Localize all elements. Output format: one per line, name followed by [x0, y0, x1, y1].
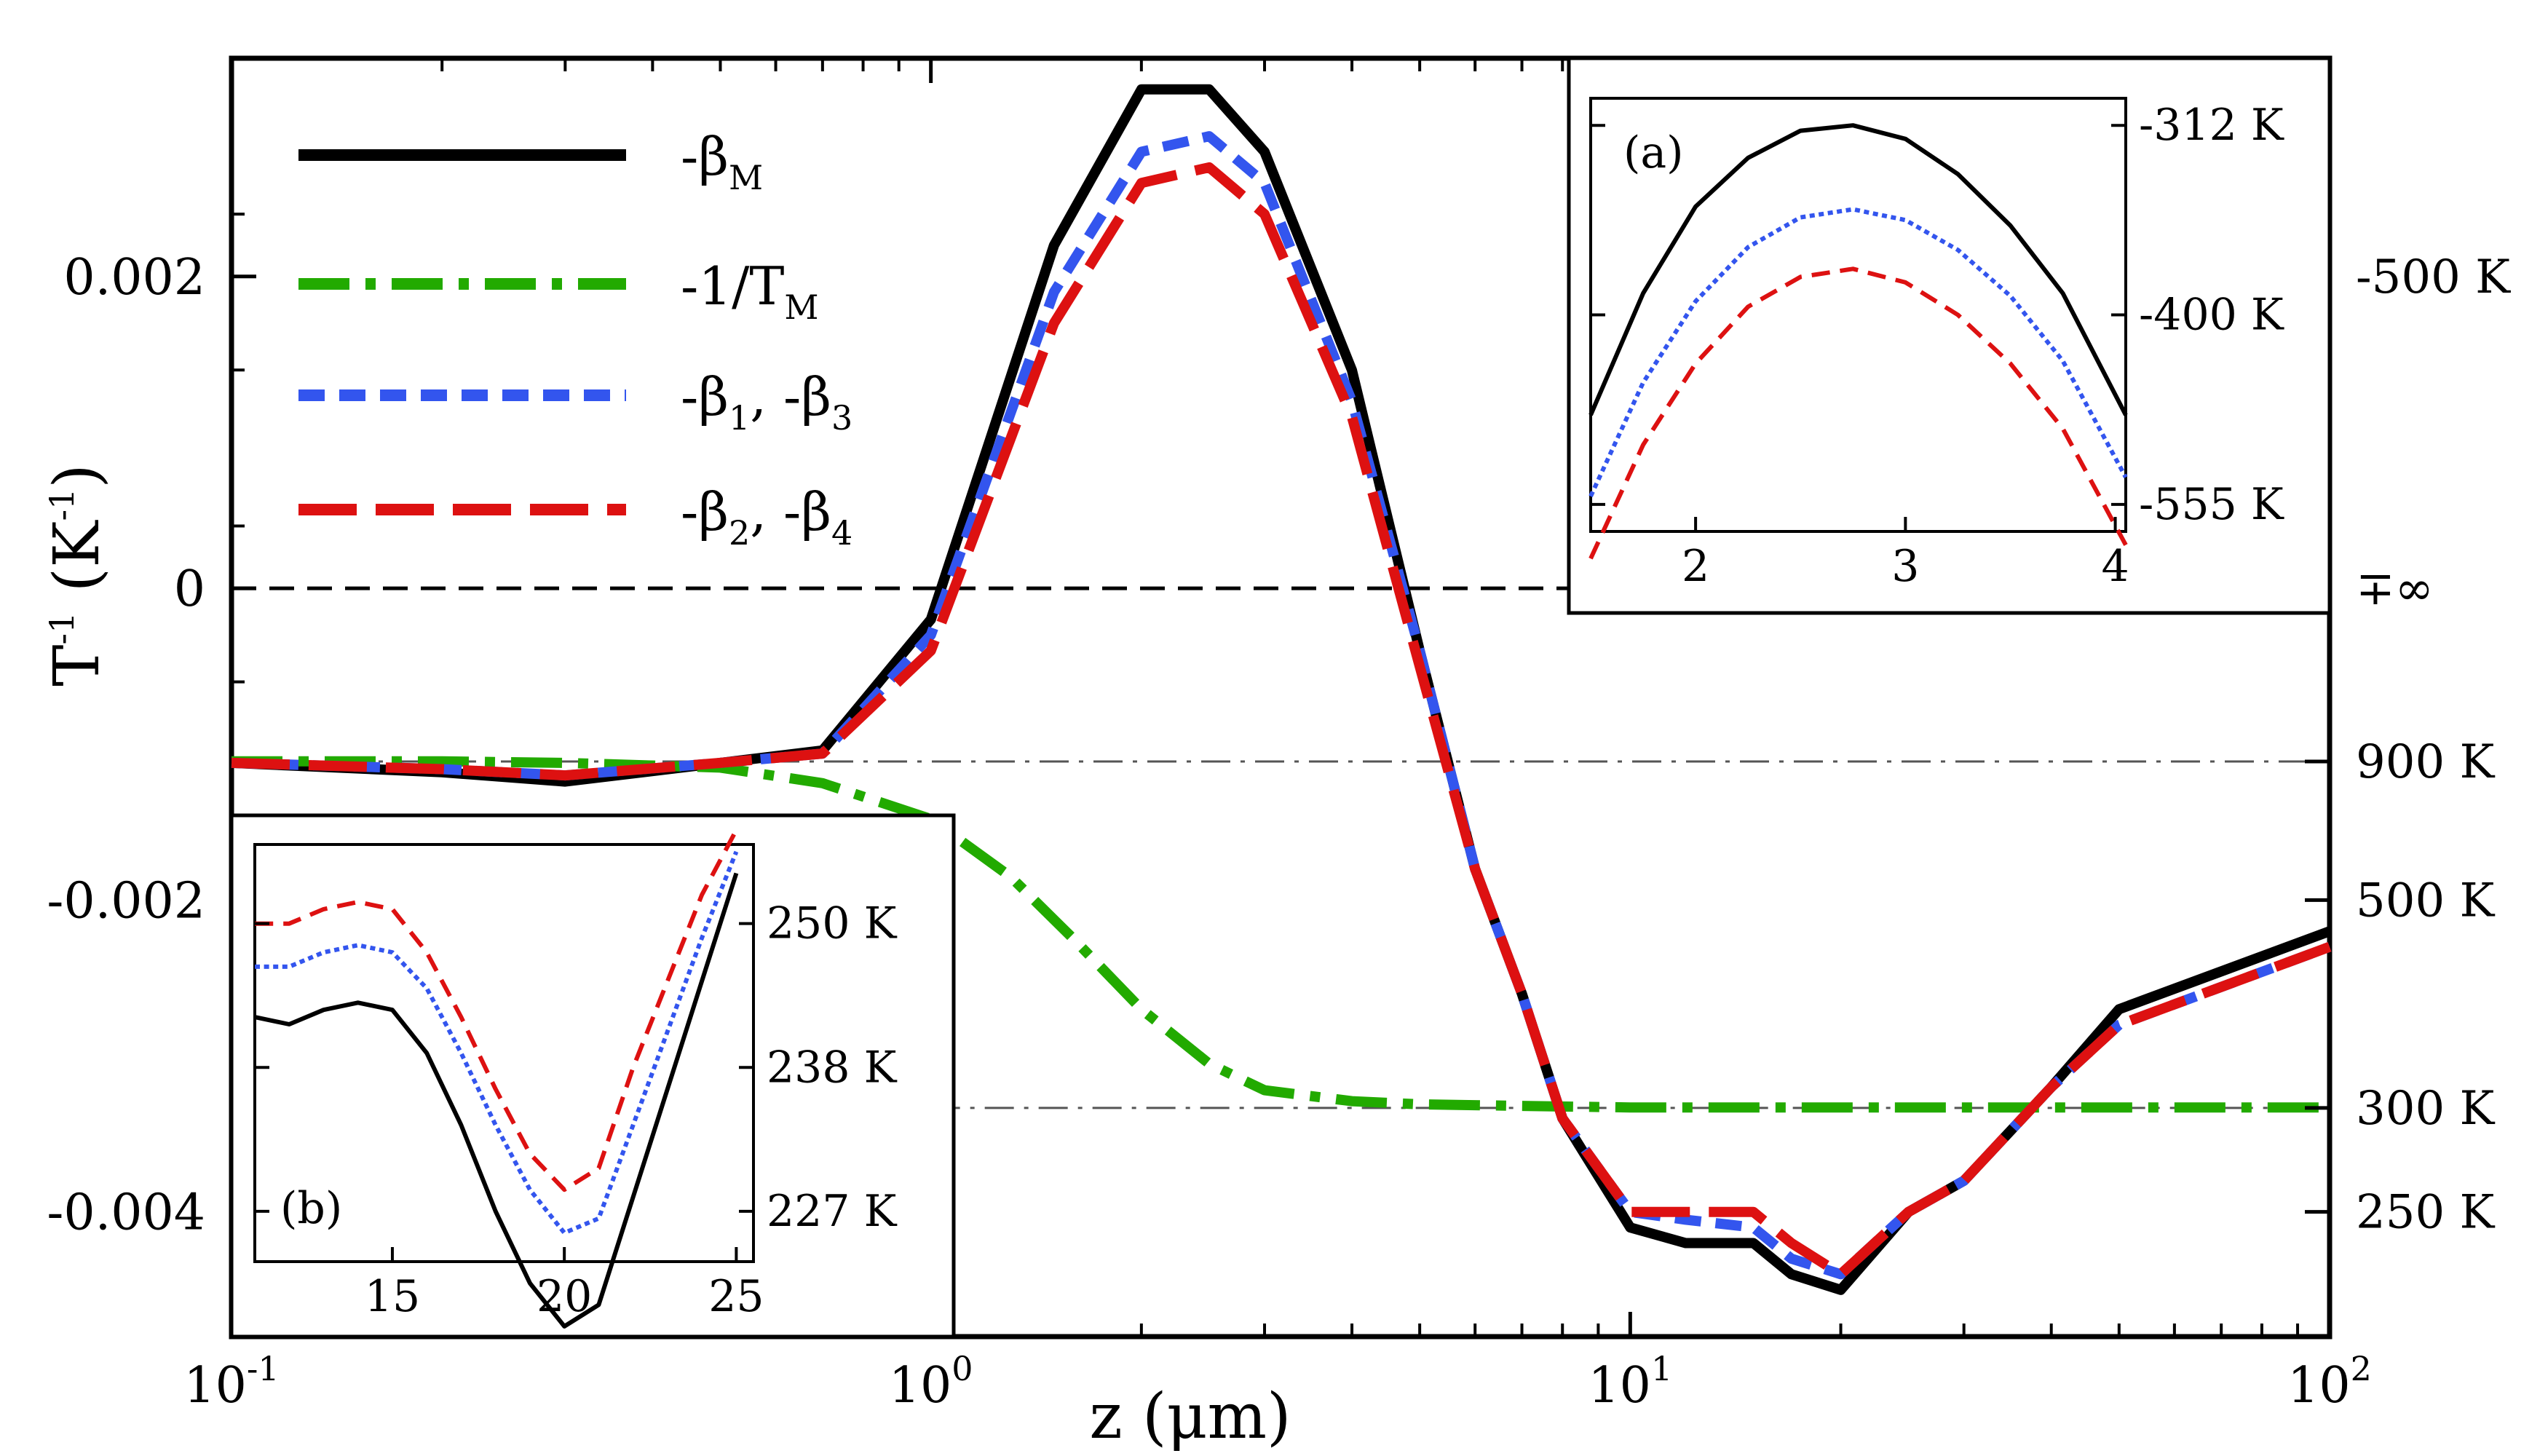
inset-b-frame: [253, 843, 755, 1263]
right-axis-label-0: -500 K: [2356, 250, 2511, 304]
inset-b-right-label-0: 250 K: [767, 898, 898, 949]
y-tick-label-1: 0: [174, 561, 205, 618]
inset-a-series-0: [1588, 123, 2128, 416]
inset-a-right-label-0: -312 K: [2139, 100, 2284, 151]
inset-b-series-2: [255, 828, 739, 1192]
inset-b-right-label-2: 227 K: [767, 1186, 898, 1237]
inset-a-series-2: [1588, 266, 2128, 560]
inset-a-x-tick-label-0: 2: [1682, 541, 1709, 592]
inset-b: 15 20 25 250 K 238 K 227 K (b): [229, 813, 956, 1339]
inset-a-right-label-1: -400 K: [2139, 290, 2284, 341]
x-tick-label-0: 10-1: [183, 1349, 279, 1415]
inset-a-tag: (a): [1623, 127, 1684, 178]
inset-a: 2 3 4 -312 K -400 K -555 K (a): [1567, 56, 2332, 615]
y-axis-title: T-1 (K-1): [41, 464, 114, 687]
inset-a-x-tick-label-1: 3: [1891, 541, 1919, 592]
right-axis-label-5: 250 K: [2356, 1186, 2496, 1240]
main-plot: 10-1 100 101 102 0.002 0 -0.002 -0.004 -500 K ∓∞ 9…: [47, 55, 2511, 1415]
inset-b-series-1: [255, 850, 739, 1235]
inset-b-x-tick-label-0: 15: [365, 1271, 420, 1322]
x-tick-label-3: 102: [2287, 1349, 2372, 1415]
plot-frame: [229, 55, 2333, 1340]
inset-b-tag: (b): [280, 1183, 342, 1234]
inset-b-x-tick-label-2: 25: [708, 1271, 764, 1322]
inset-a-right-label-2: -555 K: [2139, 479, 2284, 530]
right-axis-label-3: 500 K: [2356, 874, 2496, 927]
y-tick-label-0: 0.002: [63, 249, 205, 306]
inset-b-series-0: [254, 872, 739, 1329]
right-axis-label-4: 300 K: [2356, 1082, 2496, 1136]
inset-a-x-tick-label-2: 4: [2101, 541, 2129, 592]
legend-label-beta-m: -βM: [681, 126, 763, 197]
right-axis-label-2: 900 K: [2356, 735, 2496, 789]
right-axis-label-1: ∓∞: [2356, 562, 2434, 616]
legend-label-inv-tm: -1/TM: [681, 256, 819, 327]
legend: -βM -1/TM -β1, -β3 -β2, -β4: [298, 126, 852, 553]
legend-label-beta-13: -β1, -β3: [681, 366, 852, 438]
x-tick-label-2: 101: [1588, 1349, 1672, 1415]
x-axis-title: z (μm): [1089, 1380, 1291, 1453]
inset-b-x-tick-label-1: 20: [537, 1271, 592, 1322]
y-tick-label-3: -0.004: [47, 1184, 205, 1242]
inset-b-right-label-1: 238 K: [767, 1042, 898, 1093]
x-tick-label-1: 100: [889, 1349, 973, 1415]
y-tick-label-2: -0.002: [47, 872, 205, 930]
legend-label-beta-24: -β2, -β4: [681, 481, 852, 553]
series-line-3: [231, 162, 2332, 1280]
series-line-1: [232, 756, 2330, 1113]
